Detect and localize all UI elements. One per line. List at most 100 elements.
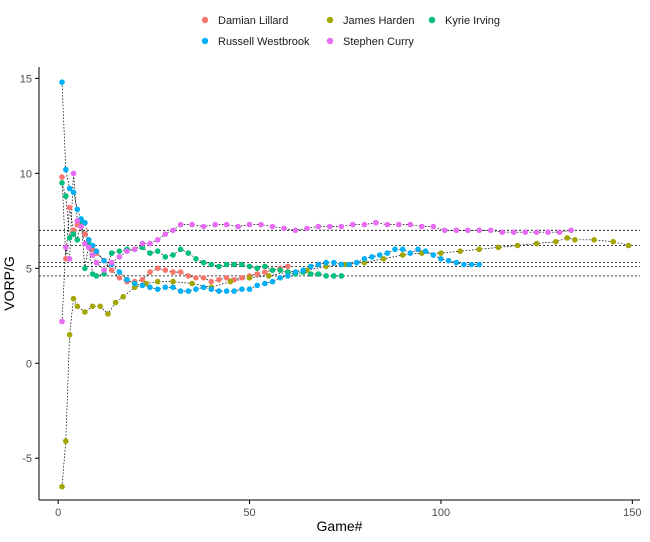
point-kyrie-irving <box>93 273 100 279</box>
point-stephen-curry <box>116 254 123 260</box>
point-russell-westbrook <box>66 185 73 192</box>
point-kyrie-irving <box>269 267 276 274</box>
point-kyrie-irving <box>200 259 207 266</box>
point-james-harden <box>105 311 111 317</box>
point-james-harden <box>246 275 253 281</box>
point-james-harden <box>112 299 119 306</box>
point-kyrie-irving <box>277 267 284 274</box>
legend-item-james-harden: James Harden <box>326 15 415 27</box>
point-stephen-curry <box>139 240 146 247</box>
point-james-harden <box>265 273 272 279</box>
y-tick-label: 0 <box>26 358 32 370</box>
point-russell-westbrook <box>208 286 215 293</box>
legend-key-damian-lillard <box>201 16 209 24</box>
point-russell-westbrook <box>285 273 291 279</box>
point-kyrie-irving <box>177 246 184 253</box>
point-stephen-curry <box>89 252 96 258</box>
point-damian-lillard <box>208 278 215 285</box>
point-russell-westbrook <box>392 246 398 253</box>
connector-james-harden <box>61 237 629 487</box>
point-russell-westbrook <box>216 288 222 294</box>
point-kyrie-irving <box>154 248 161 254</box>
point-kyrie-irving <box>338 273 345 279</box>
point-kyrie-irving <box>185 250 192 256</box>
point-russell-westbrook <box>147 284 153 291</box>
point-stephen-curry <box>86 244 92 251</box>
data-points <box>59 79 632 490</box>
point-russell-westbrook <box>292 269 299 275</box>
legend: Damian Lillard James Harden Kyrie Irving Ru… <box>201 15 500 48</box>
legend-item-damian-lillard: Damian Lillard <box>201 15 288 27</box>
point-russell-westbrook <box>59 79 65 85</box>
point-kyrie-irving <box>315 271 322 277</box>
tick-labels: 0 50 100 150 -5 0 5 10 15 <box>20 73 642 519</box>
point-james-harden <box>97 303 103 310</box>
point-damian-lillard <box>200 275 207 281</box>
point-russell-westbrook <box>154 286 161 293</box>
point-stephen-curry <box>545 229 551 235</box>
point-james-harden <box>380 255 387 262</box>
point-russell-westbrook <box>170 284 176 291</box>
point-damian-lillard <box>147 269 153 275</box>
point-russell-westbrook <box>315 261 322 268</box>
point-russell-westbrook <box>384 250 391 256</box>
point-james-harden <box>476 246 483 253</box>
point-stephen-curry <box>147 240 153 247</box>
point-stephen-curry <box>292 227 299 234</box>
point-kyrie-irving <box>246 263 253 270</box>
point-russell-westbrook <box>131 280 138 287</box>
point-kyrie-irving <box>170 252 176 258</box>
point-stephen-curry <box>93 259 100 266</box>
point-stephen-curry <box>396 221 402 228</box>
point-stephen-curry <box>510 229 517 235</box>
point-james-harden <box>63 438 69 444</box>
point-stephen-curry <box>499 229 506 235</box>
point-russell-westbrook <box>101 257 107 264</box>
point-james-harden <box>399 252 406 258</box>
point-stephen-curry <box>66 255 73 262</box>
point-russell-westbrook <box>331 259 337 266</box>
point-damian-lillard <box>193 275 199 281</box>
point-russell-westbrook <box>277 275 284 281</box>
series-russell-westbrook <box>59 79 483 294</box>
point-stephen-curry <box>63 244 69 251</box>
point-kyrie-irving <box>223 261 230 268</box>
point-kyrie-irving <box>70 231 77 237</box>
point-james-harden <box>59 483 65 490</box>
x-tick-label: 100 <box>432 507 450 519</box>
point-russell-westbrook <box>82 219 88 226</box>
point-russell-westbrook <box>445 257 452 264</box>
point-damian-lillard <box>66 204 73 211</box>
point-james-harden <box>610 238 616 245</box>
point-russell-westbrook <box>177 288 184 294</box>
point-kyrie-irving <box>59 180 65 186</box>
point-russell-westbrook <box>300 267 306 274</box>
point-russell-westbrook <box>93 248 100 254</box>
point-stephen-curry <box>70 170 77 177</box>
series-james-harden <box>59 235 632 490</box>
point-stephen-curry <box>177 221 184 228</box>
legend-key-stephen-curry <box>326 37 334 45</box>
point-kyrie-irving <box>82 265 88 272</box>
point-stephen-curry <box>487 227 494 234</box>
point-russell-westbrook <box>338 261 345 268</box>
x-tick-label: 0 <box>55 507 61 519</box>
point-stephen-curry <box>78 223 84 230</box>
point-kyrie-irving <box>74 237 81 243</box>
point-damian-lillard <box>223 275 230 281</box>
point-kyrie-irving <box>63 193 69 199</box>
legend-label-russell-westbrook: Russell Westbrook <box>218 36 310 48</box>
point-stephen-curry <box>407 221 414 228</box>
point-kyrie-irving <box>108 250 115 256</box>
point-james-harden <box>189 280 195 287</box>
point-stephen-curry <box>522 229 528 235</box>
point-damian-lillard <box>154 265 161 272</box>
point-damian-lillard <box>177 269 184 275</box>
point-stephen-curry <box>430 223 437 230</box>
point-russell-westbrook <box>438 255 444 262</box>
point-russell-westbrook <box>346 261 352 268</box>
point-russell-westbrook <box>353 259 360 266</box>
point-stephen-curry <box>124 248 130 254</box>
point-stephen-curry <box>384 221 391 228</box>
legend-item-stephen-curry: Stephen Curry <box>326 36 414 48</box>
